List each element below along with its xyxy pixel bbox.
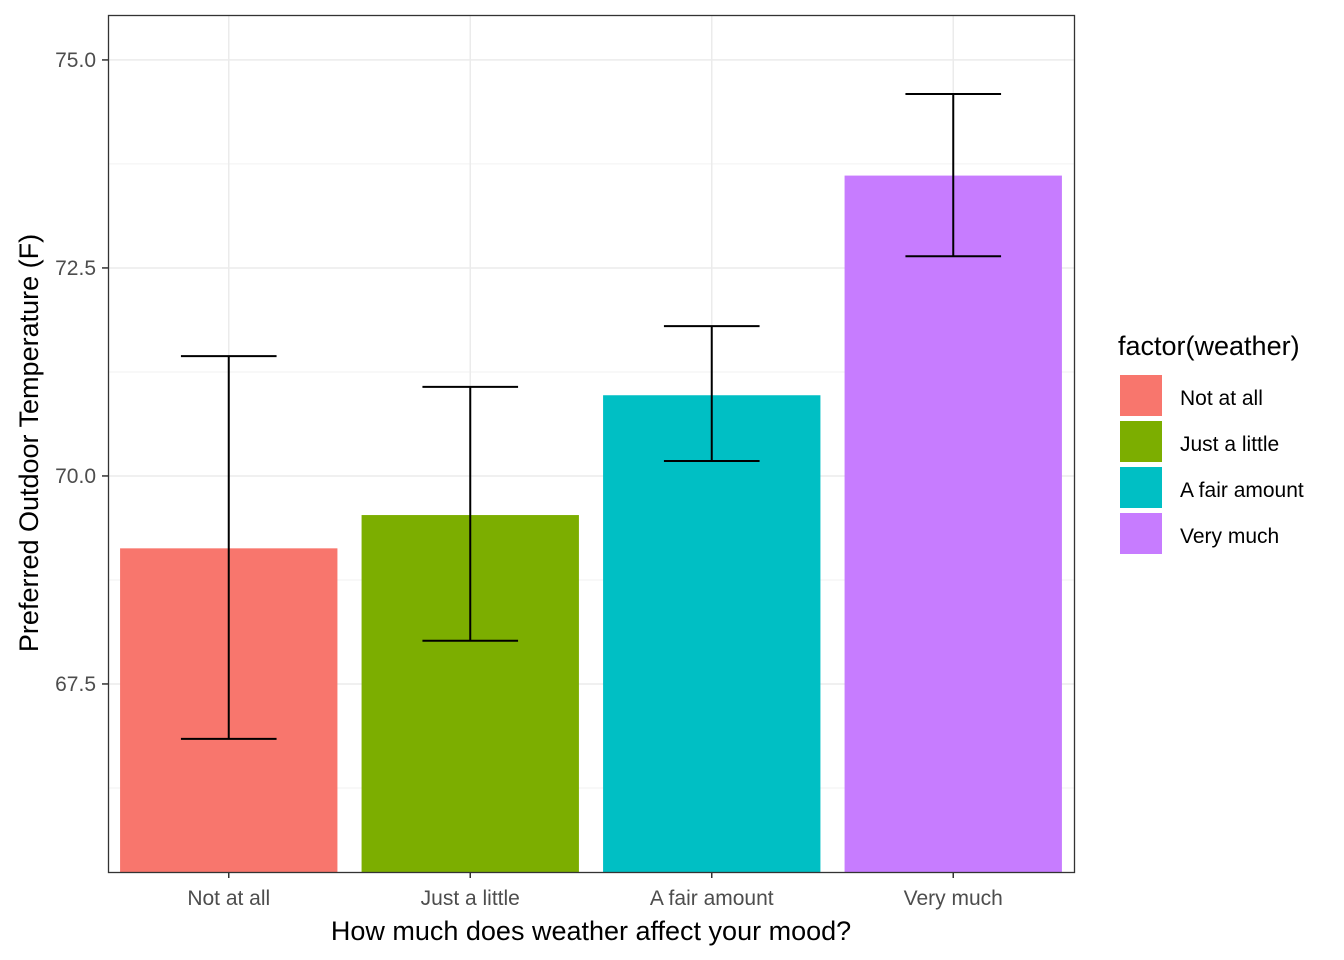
error-bar [422,385,519,642]
error-bar [663,325,760,462]
y-tick-label: 72.5 [55,257,96,280]
legend-label: Not at all [1180,387,1263,410]
y-tick-label: 67.5 [55,673,96,696]
error-bars [180,93,1002,740]
legend-swatch [1120,467,1162,508]
bar-a-fair-amount [603,395,821,872]
bars [120,175,1062,872]
x-tick-label: Not at all [187,887,270,910]
legend-swatch [1120,375,1162,416]
legend-swatch [1120,513,1162,554]
plot-panel-border [107,14,1076,874]
x-tick-label: Just a little [421,887,520,910]
error-bar [905,93,1002,258]
x-tick-label: A fair amount [650,887,774,910]
legend-label: Just a little [1180,433,1279,456]
x-axis-title: How much does weather affect your mood? [331,916,851,946]
x-tick-label: Very much [904,887,1003,910]
x-axis: Not at all Just a little A fair amount Very… [187,872,1003,910]
legend-label: Very much [1180,525,1279,548]
y-axis: 67.5 70.0 72.5 75.0 [55,49,108,696]
y-axis-title: Preferred Outdoor Temperature (F) [14,234,44,652]
bar-very-much [844,175,1062,872]
error-bar [180,355,277,740]
y-tick-label: 70.0 [55,465,96,488]
legend-swatch [1120,421,1162,462]
legend-title: factor(weather) [1118,331,1300,361]
legend-label: A fair amount [1180,479,1304,502]
y-tick-label: 75.0 [55,49,96,72]
legend: factor(weather) Not at all Just a little A… [1118,331,1304,554]
